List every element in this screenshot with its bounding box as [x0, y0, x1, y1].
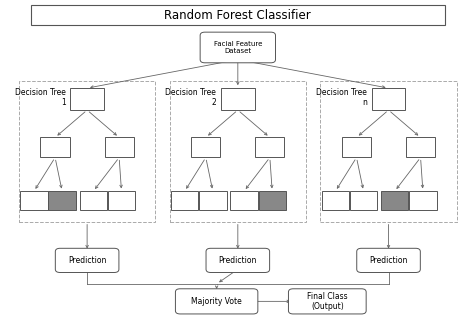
FancyBboxPatch shape: [199, 191, 227, 210]
FancyBboxPatch shape: [80, 191, 107, 210]
Text: Random Forest Classifier: Random Forest Classifier: [164, 9, 311, 22]
FancyBboxPatch shape: [350, 191, 377, 210]
FancyBboxPatch shape: [40, 137, 70, 157]
FancyBboxPatch shape: [175, 289, 258, 314]
FancyBboxPatch shape: [171, 191, 198, 210]
FancyBboxPatch shape: [258, 191, 286, 210]
FancyBboxPatch shape: [20, 191, 47, 210]
FancyBboxPatch shape: [108, 191, 135, 210]
FancyBboxPatch shape: [191, 137, 220, 157]
FancyBboxPatch shape: [200, 32, 275, 63]
Text: Decision Tree
2: Decision Tree 2: [165, 88, 216, 107]
FancyBboxPatch shape: [357, 248, 420, 272]
FancyBboxPatch shape: [221, 88, 255, 110]
FancyBboxPatch shape: [409, 191, 437, 210]
FancyBboxPatch shape: [372, 88, 405, 110]
Text: Prediction: Prediction: [219, 256, 257, 265]
FancyBboxPatch shape: [230, 191, 257, 210]
FancyBboxPatch shape: [55, 248, 119, 272]
FancyBboxPatch shape: [289, 289, 366, 314]
Text: Final Class
(Output): Final Class (Output): [307, 292, 347, 311]
FancyBboxPatch shape: [255, 137, 284, 157]
Text: Decision Tree
1: Decision Tree 1: [15, 88, 65, 107]
FancyBboxPatch shape: [406, 137, 435, 157]
FancyBboxPatch shape: [105, 137, 134, 157]
Text: Prediction: Prediction: [369, 256, 408, 265]
Text: Decision Tree
n: Decision Tree n: [316, 88, 367, 107]
Text: Facial Feature
Dataset: Facial Feature Dataset: [214, 41, 262, 54]
FancyBboxPatch shape: [70, 88, 104, 110]
Text: Majority Vote: Majority Vote: [191, 297, 242, 306]
Text: Prediction: Prediction: [68, 256, 106, 265]
FancyBboxPatch shape: [342, 137, 371, 157]
FancyBboxPatch shape: [48, 191, 76, 210]
FancyBboxPatch shape: [206, 248, 270, 272]
FancyBboxPatch shape: [322, 191, 349, 210]
FancyBboxPatch shape: [381, 191, 408, 210]
FancyBboxPatch shape: [31, 5, 445, 25]
